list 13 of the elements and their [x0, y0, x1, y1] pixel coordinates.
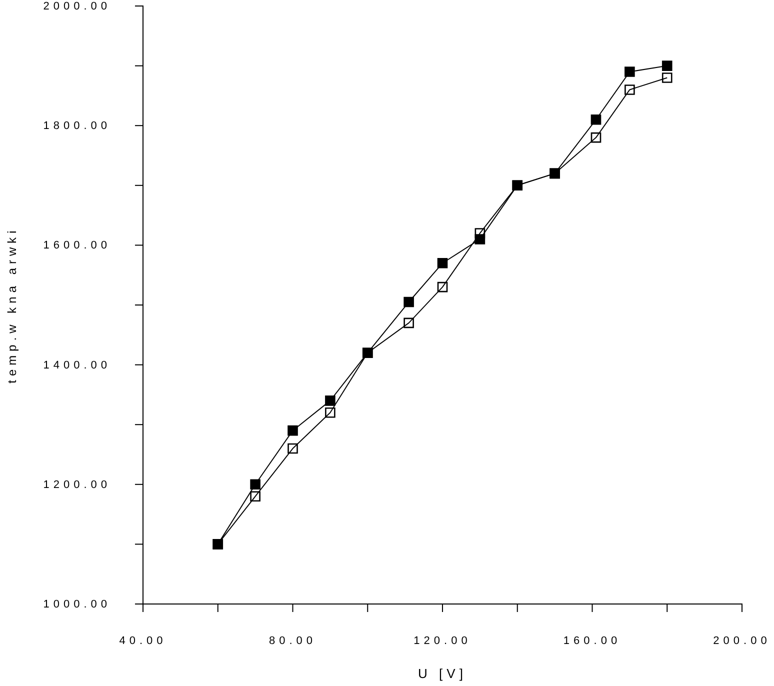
- x-tick-label: 40.00: [119, 634, 167, 647]
- y-axis-title: temp.w kna arwki: [5, 226, 19, 384]
- y-tick-label: 1400.00: [43, 359, 111, 372]
- x-tick-label: 120.00: [414, 634, 472, 647]
- y-tick-label: 1800.00: [43, 120, 111, 132]
- y-tick-label: 1200.00: [43, 478, 111, 491]
- x-axis-title: U [V]: [418, 666, 467, 681]
- y-tick-label: 1600.00: [43, 240, 111, 252]
- x-tick-label: 160.00: [563, 634, 622, 647]
- y-tick-label: 2000.00: [43, 0, 111, 13]
- x-tick-label: 200.00: [713, 634, 771, 647]
- y-tick-label: 1000.00: [43, 598, 111, 611]
- x-tick-label: 80.00: [268, 634, 317, 647]
